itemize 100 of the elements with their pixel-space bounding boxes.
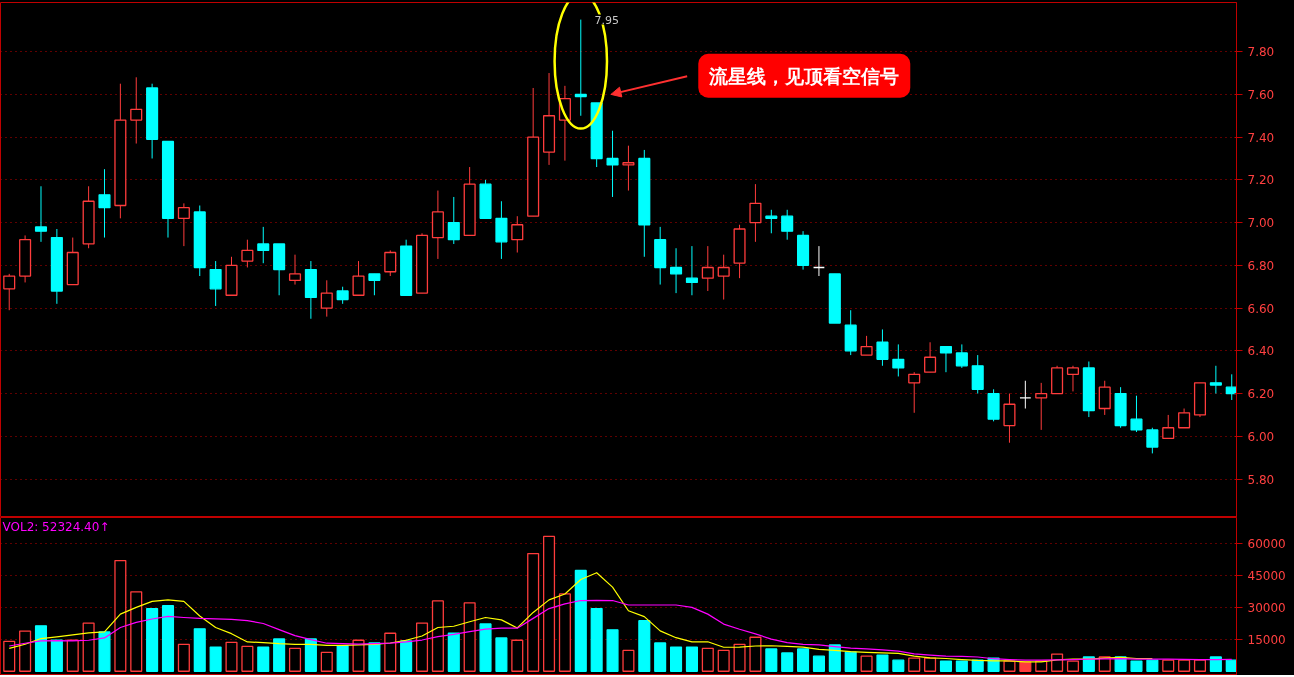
annotation: VOL2: 52324.40↑ [2,519,110,534]
bar [19,630,32,672]
candlestick [257,226,270,264]
bar [336,645,349,672]
bar [257,646,270,672]
bar [50,639,63,672]
bar [1178,659,1191,672]
candlestick [495,200,508,260]
y-tick-label: 45000 [1247,569,1286,584]
bar [542,535,556,672]
y-tick-label: 30000 [1247,601,1286,616]
bar [384,632,397,672]
y-tick-label: 7.80 [1247,45,1275,60]
bar [558,593,571,672]
bar [352,639,365,672]
bar [368,642,381,672]
bar [670,646,683,672]
bar [701,647,714,672]
bar [98,631,111,672]
bar [590,607,603,672]
candlestick [1162,414,1175,440]
candlestick [606,130,619,198]
bar [447,632,460,672]
candlestick [320,279,333,318]
bar [606,629,619,672]
bar [304,638,317,672]
bar [3,640,16,672]
y-tick-label: 7.00 [1247,216,1275,231]
bar [161,604,175,672]
bar [34,625,48,672]
candlestick [892,343,905,377]
y-tick-label: 15000 [1247,632,1286,647]
annotation: 流星线，见顶看空信号 [708,64,900,87]
bar [908,657,921,672]
bar [574,569,587,672]
candlestick [1003,393,1016,444]
bar [749,636,762,672]
candlestick [98,168,111,239]
y-tick-label: 6.00 [1247,429,1275,444]
candlestick [765,209,778,234]
bar [273,638,286,672]
bar [1003,660,1016,672]
bar [844,651,857,672]
candlestick [971,354,984,395]
bar [400,640,413,672]
candlestick [701,245,714,292]
candlestick [34,185,48,243]
bar [622,649,635,672]
bar [1066,660,1080,672]
candlestick [1225,373,1237,401]
candlestick [511,215,524,254]
bar [225,641,238,672]
candlestick [860,335,873,356]
bar [733,643,746,672]
candlestick [939,345,952,373]
candlestick [130,76,143,145]
bar [892,659,905,672]
bar [1209,656,1222,672]
bar [431,600,444,672]
bar [638,620,651,672]
bar [320,651,333,672]
annotation: 7.95 [594,13,619,27]
y-tick-label: 6.80 [1247,258,1275,273]
bar [209,646,222,672]
candlestick [1146,427,1159,454]
candlestick [574,19,587,117]
bar [924,657,937,672]
bar [1130,660,1143,672]
y-tick-label: 5.80 [1247,472,1275,487]
candlestick [1019,380,1032,410]
candlestick [622,145,635,192]
candlestick [447,196,460,245]
candlestick [781,209,794,241]
bar [114,559,127,672]
bar [82,622,95,672]
bar [1051,653,1064,672]
candlestick [368,273,381,296]
bar [177,643,190,672]
candlestick [749,183,762,243]
candlestick [924,341,937,373]
bar [685,646,698,672]
candlestick [384,249,397,277]
bar [654,642,667,672]
candlestick [177,202,190,247]
bar [939,660,952,672]
bar [717,649,730,672]
bar [241,645,254,672]
bar [66,639,79,672]
y-tick-label: 7.60 [1247,87,1275,102]
bar [415,622,429,672]
bar [955,660,968,672]
candlestick [3,273,16,311]
bar [511,639,524,672]
candlestick [685,245,698,296]
bar [146,607,159,672]
candlestick [812,245,825,277]
y-tick-label: 6.60 [1247,301,1275,316]
candlestick [288,254,302,286]
y-tick-label: 7.20 [1247,173,1275,188]
y-tick-label: 6.40 [1247,344,1275,359]
